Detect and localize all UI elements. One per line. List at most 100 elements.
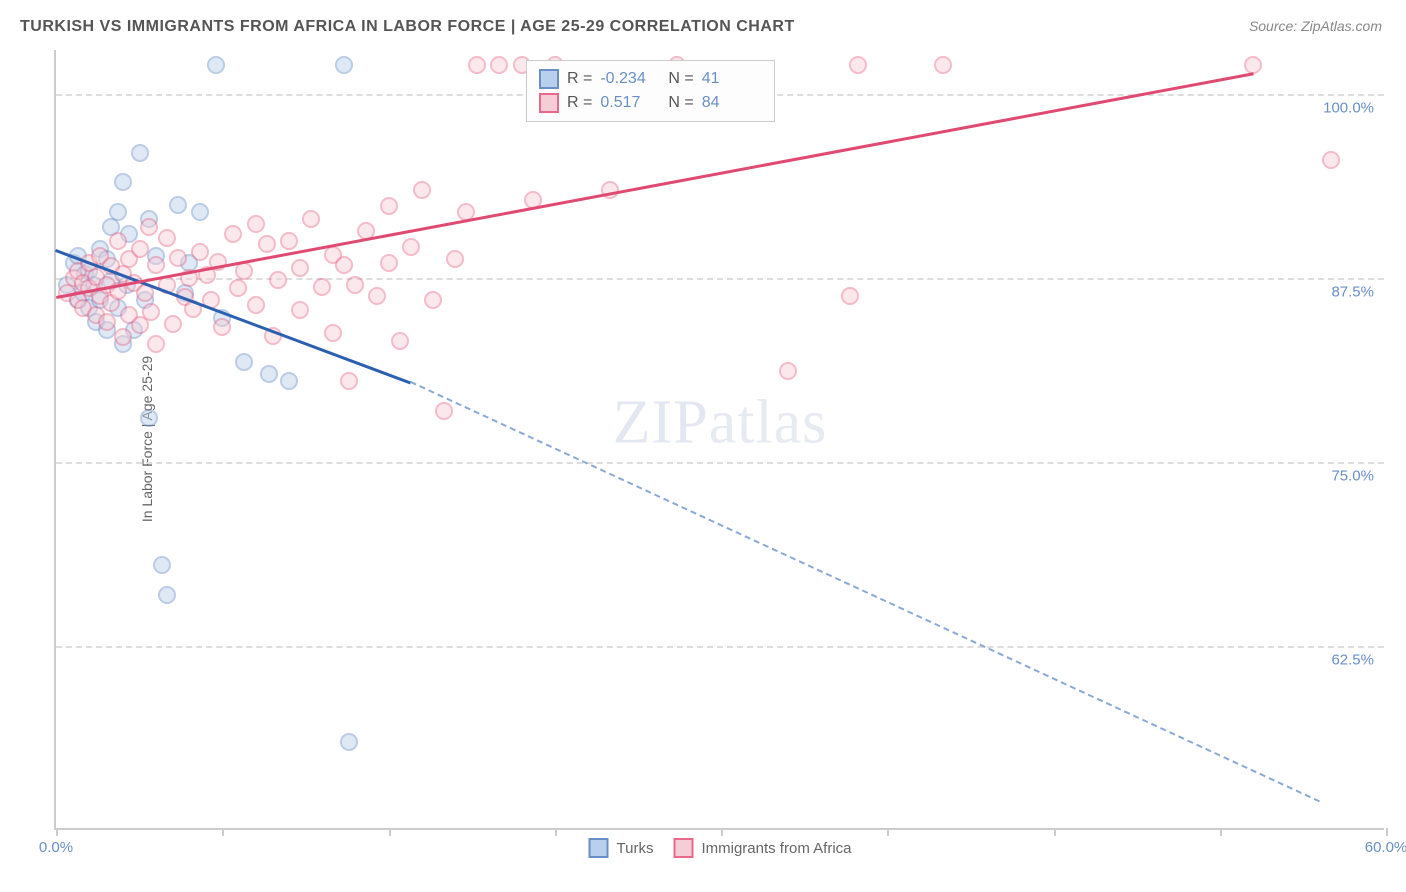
- data-point: [147, 256, 165, 274]
- xtick: [1054, 828, 1056, 836]
- data-point: [324, 324, 342, 342]
- data-point: [346, 276, 364, 294]
- xtick: [56, 828, 58, 836]
- data-point: [114, 173, 132, 191]
- data-point: [468, 56, 486, 74]
- ytick-label: 100.0%: [1323, 100, 1374, 117]
- data-point: [131, 240, 149, 258]
- stats-row-africa: R = 0.517 N = 84: [539, 91, 762, 115]
- legend-bottom: Turks Immigrants from Africa: [589, 838, 852, 858]
- xtick: [555, 828, 557, 836]
- data-point: [435, 402, 453, 420]
- data-point: [413, 181, 431, 199]
- xtick: [1386, 828, 1388, 836]
- data-point: [260, 365, 278, 383]
- data-point: [109, 232, 127, 250]
- data-point: [164, 315, 182, 333]
- legend-item-africa: Immigrants from Africa: [673, 838, 851, 858]
- swatch-turks: [539, 69, 559, 89]
- xtick: [887, 828, 889, 836]
- data-point: [140, 409, 158, 427]
- data-point: [424, 291, 442, 309]
- data-point: [340, 372, 358, 390]
- data-point: [142, 303, 160, 321]
- data-point: [313, 278, 331, 296]
- data-point: [158, 586, 176, 604]
- data-point: [446, 250, 464, 268]
- data-point: [490, 56, 508, 74]
- data-point: [340, 733, 358, 751]
- xtick: [1220, 828, 1222, 836]
- data-point: [213, 318, 231, 336]
- data-point: [153, 556, 171, 574]
- gridline: [56, 646, 1384, 648]
- data-point: [169, 249, 187, 267]
- data-point: [280, 372, 298, 390]
- data-point: [247, 296, 265, 314]
- data-point: [109, 203, 127, 221]
- data-point: [269, 271, 287, 289]
- legend-swatch-turks: [589, 838, 609, 858]
- data-point: [229, 279, 247, 297]
- xtick-label: 0.0%: [39, 839, 73, 856]
- data-point: [131, 144, 149, 162]
- data-point: [841, 287, 859, 305]
- y-axis-label: In Labor Force | Age 25-29: [139, 356, 155, 522]
- data-point: [335, 256, 353, 274]
- legend-item-turks: Turks: [589, 838, 654, 858]
- legend-label-turks: Turks: [617, 840, 654, 857]
- ytick-label: 87.5%: [1331, 284, 1374, 301]
- ytick-label: 62.5%: [1331, 652, 1374, 669]
- data-point: [169, 196, 187, 214]
- legend-label-africa: Immigrants from Africa: [701, 840, 851, 857]
- stats-row-turks: R = -0.234 N = 41: [539, 67, 762, 91]
- data-point: [779, 362, 797, 380]
- data-point: [934, 56, 952, 74]
- legend-swatch-africa: [673, 838, 693, 858]
- data-point: [158, 229, 176, 247]
- data-point: [147, 335, 165, 353]
- xtick-label: 60.0%: [1365, 839, 1406, 856]
- data-point: [380, 197, 398, 215]
- data-point: [235, 353, 253, 371]
- data-point: [98, 313, 116, 331]
- source-attribution: Source: ZipAtlas.com: [1249, 18, 1382, 34]
- data-point: [247, 215, 265, 233]
- plot-area: In Labor Force | Age 25-29 ZIPatlas 62.5…: [54, 50, 1384, 830]
- data-point: [380, 254, 398, 272]
- ytick-label: 75.0%: [1331, 468, 1374, 485]
- swatch-africa: [539, 93, 559, 113]
- data-point: [224, 225, 242, 243]
- data-point: [1322, 151, 1340, 169]
- data-point: [849, 56, 867, 74]
- stats-box: R = -0.234 N = 41 R = 0.517 N = 84: [526, 60, 775, 122]
- r-value-africa: 0.517: [600, 94, 660, 112]
- r-label: R =: [567, 70, 592, 88]
- gridline: [56, 462, 1384, 464]
- gridline: [56, 278, 1384, 280]
- chart-title: TURKISH VS IMMIGRANTS FROM AFRICA IN LAB…: [20, 18, 795, 36]
- data-point: [291, 259, 309, 277]
- data-point: [140, 218, 158, 236]
- r-label: R =: [567, 94, 592, 112]
- data-point: [291, 301, 309, 319]
- data-point: [391, 332, 409, 350]
- data-point: [114, 328, 132, 346]
- n-value-africa: 84: [702, 94, 762, 112]
- data-point: [368, 287, 386, 305]
- xtick: [222, 828, 224, 836]
- trend-line: [410, 381, 1320, 802]
- n-label: N =: [668, 94, 693, 112]
- data-point: [402, 238, 420, 256]
- data-point: [1244, 56, 1262, 74]
- watermark: ZIPatlas: [613, 388, 828, 459]
- data-point: [258, 235, 276, 253]
- n-label: N =: [668, 70, 693, 88]
- xtick: [389, 828, 391, 836]
- data-point: [335, 56, 353, 74]
- data-point: [191, 243, 209, 261]
- xtick: [721, 828, 723, 836]
- data-point: [207, 56, 225, 74]
- data-point: [302, 210, 320, 228]
- n-value-turks: 41: [702, 70, 762, 88]
